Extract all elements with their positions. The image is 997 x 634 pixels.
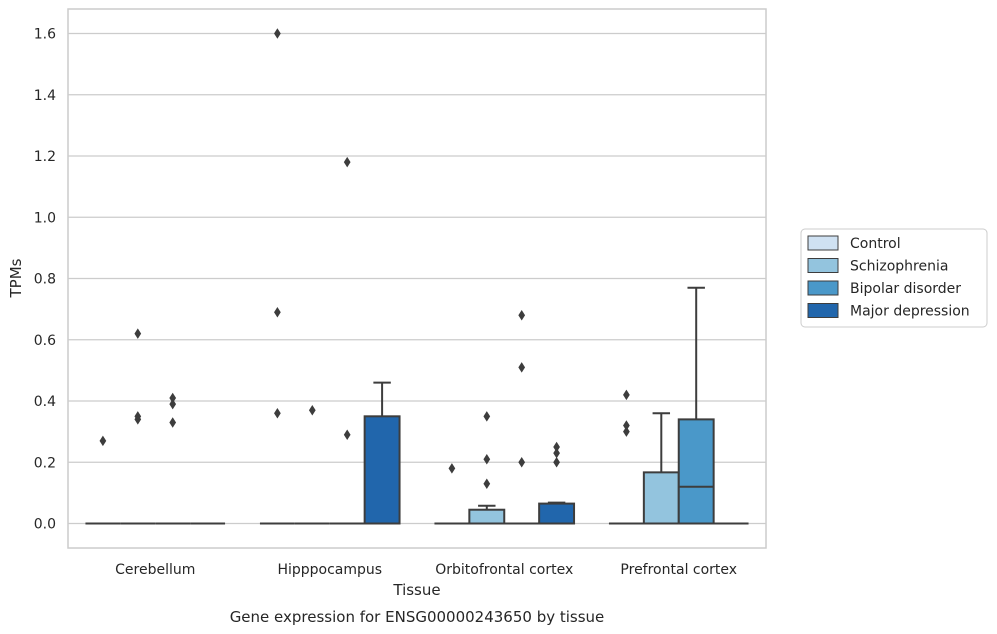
outlier-point [483,478,491,489]
outlier-point [169,417,177,428]
x-tick-labels: Cerebellum Hipppocampus Orbitofrontal cort… [115,562,737,578]
outlier-point [343,429,351,440]
legend-frame [800,228,988,328]
y-tick-label: 1.6 [34,27,56,43]
legend-label: Major depression [850,304,970,320]
outlier-point [623,426,630,437]
y-tick-label: 1.4 [34,88,56,104]
outlier-point [134,328,142,339]
outlier-point [169,398,177,410]
box-2-3 [538,501,576,525]
x-tick-label: Prefrontal cortex [620,562,737,578]
x-tick-label: Cerebellum [115,562,195,578]
outlier-point [274,408,281,419]
outlier-point [518,457,526,468]
plot-frame [67,8,767,549]
y-tick-label: 0.4 [34,394,56,410]
y-tick-label: 0.0 [34,517,56,533]
outlier-point [448,463,456,474]
outlier-point [623,389,630,401]
outlier-point [623,420,630,431]
legend-swatch [807,258,839,273]
box-3-1 [642,412,680,525]
outliers [99,28,630,489]
box-iqr [642,471,680,525]
y-tick-label: 1.0 [34,210,56,226]
chart-caption: Gene expression for ENSG00000243650 by t… [230,608,605,626]
outlier-point [99,435,107,447]
x-axis-label: Tissue [392,581,440,599]
x-tick-label: Orbitofrontal cortex [435,562,573,578]
y-axis-label: TPMs [7,258,25,298]
outlier-point [483,411,491,422]
box-1-3 [363,381,401,525]
gridlines [68,32,766,525]
y-tick-label: 0.2 [34,455,56,471]
legend-swatch [807,303,839,318]
legend: Control Schizophrenia Bipolar disorder Majo… [800,228,988,328]
y-tick-label: 0.8 [34,272,56,288]
outlier-point [483,453,491,465]
y-tick-label: 0.6 [34,333,56,349]
y-tick-labels: 0.0 0.2 0.4 0.6 0.8 1.0 1.2 1.4 1.6 [34,27,56,533]
box-iqr [538,502,576,525]
legend-label: Schizophrenia [850,259,948,275]
box-iqr [363,415,401,525]
legend-label: Bipolar disorder [850,281,961,297]
box-iqr [468,508,506,525]
outlier-point [169,392,177,404]
outlier-point [274,28,281,39]
legend-swatch [807,280,839,296]
x-tick-label: Hipppocampus [277,562,382,578]
outlier-point [553,447,560,459]
outlier-point [518,310,526,321]
outlier-point [553,441,560,453]
boxes [85,286,749,525]
box-3-2 [677,286,715,525]
outlier-point [343,156,351,168]
legend-swatch [807,235,839,251]
outlier-point [308,404,316,416]
outlier-point [134,411,142,422]
box-2-1 [468,504,506,525]
box-iqr [677,418,715,525]
y-tick-label: 1.2 [34,149,56,165]
outlier-point [274,306,281,318]
outlier-point [518,362,526,373]
legend-label: Control [850,236,901,252]
outlier-point [553,457,560,468]
